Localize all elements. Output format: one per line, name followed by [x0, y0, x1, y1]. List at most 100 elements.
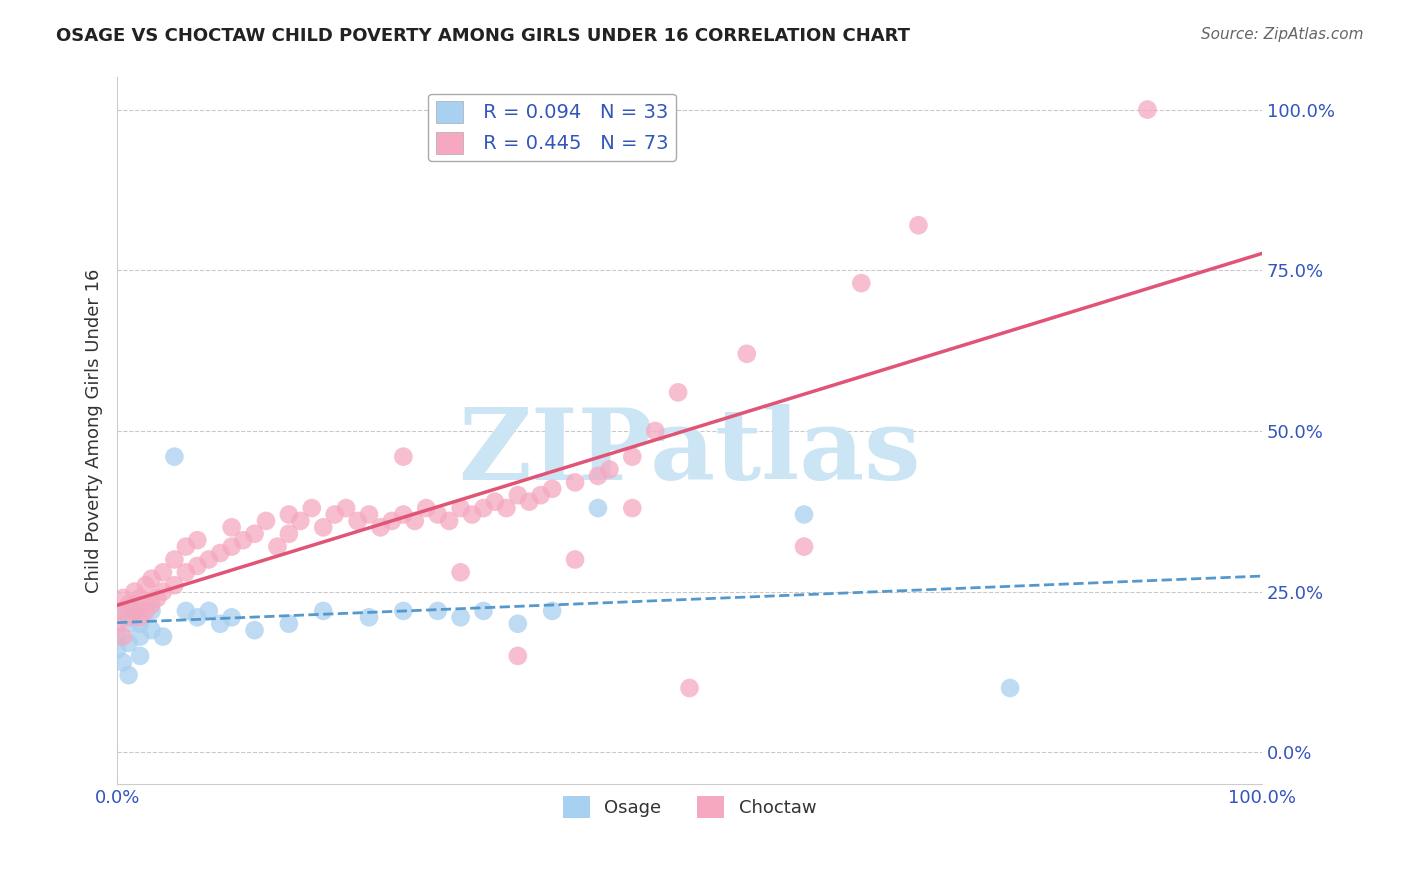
- Point: [117, 598, 139, 612]
- Point: [541, 604, 564, 618]
- Point: [105, 642, 128, 657]
- Legend: Osage, Choctaw: Osage, Choctaw: [555, 789, 824, 825]
- Point: [598, 462, 620, 476]
- Point: [564, 552, 586, 566]
- Point: [243, 623, 266, 637]
- Point: [152, 566, 174, 580]
- Point: [111, 656, 134, 670]
- Point: [124, 584, 146, 599]
- Point: [392, 604, 415, 618]
- Point: [450, 501, 472, 516]
- Point: [370, 520, 392, 534]
- Point: [146, 591, 169, 605]
- Point: [586, 501, 609, 516]
- Point: [404, 514, 426, 528]
- Point: [141, 623, 163, 637]
- Point: [666, 385, 689, 400]
- Point: [209, 546, 232, 560]
- Point: [221, 540, 243, 554]
- Point: [105, 604, 128, 618]
- Point: [357, 610, 380, 624]
- Text: ZIPatlas: ZIPatlas: [458, 404, 921, 500]
- Point: [232, 533, 254, 548]
- Point: [392, 450, 415, 464]
- Point: [472, 604, 495, 618]
- Point: [301, 501, 323, 516]
- Point: [586, 469, 609, 483]
- Point: [506, 616, 529, 631]
- Point: [1136, 103, 1159, 117]
- Point: [117, 668, 139, 682]
- Point: [541, 482, 564, 496]
- Point: [111, 630, 134, 644]
- Point: [152, 584, 174, 599]
- Point: [117, 636, 139, 650]
- Point: [678, 681, 700, 695]
- Point: [135, 604, 157, 618]
- Point: [117, 616, 139, 631]
- Point: [530, 488, 553, 502]
- Point: [450, 610, 472, 624]
- Point: [117, 610, 139, 624]
- Point: [998, 681, 1021, 695]
- Point: [221, 520, 243, 534]
- Point: [124, 604, 146, 618]
- Point: [323, 508, 346, 522]
- Point: [129, 591, 152, 605]
- Point: [243, 526, 266, 541]
- Point: [163, 552, 186, 566]
- Point: [793, 540, 815, 554]
- Point: [105, 630, 128, 644]
- Point: [437, 514, 460, 528]
- Point: [506, 648, 529, 663]
- Point: [277, 526, 299, 541]
- Point: [111, 604, 134, 618]
- Point: [907, 219, 929, 233]
- Point: [163, 578, 186, 592]
- Point: [357, 508, 380, 522]
- Point: [312, 604, 335, 618]
- Point: [152, 630, 174, 644]
- Point: [335, 501, 357, 516]
- Point: [381, 514, 404, 528]
- Point: [415, 501, 437, 516]
- Point: [346, 514, 368, 528]
- Point: [186, 533, 208, 548]
- Point: [129, 630, 152, 644]
- Point: [484, 494, 506, 508]
- Point: [174, 604, 197, 618]
- Point: [735, 347, 758, 361]
- Point: [461, 508, 484, 522]
- Point: [564, 475, 586, 490]
- Point: [105, 616, 128, 631]
- Point: [392, 508, 415, 522]
- Point: [221, 610, 243, 624]
- Y-axis label: Child Poverty Among Girls Under 16: Child Poverty Among Girls Under 16: [86, 268, 103, 593]
- Point: [209, 616, 232, 631]
- Point: [129, 616, 152, 631]
- Point: [186, 558, 208, 573]
- Text: OSAGE VS CHOCTAW CHILD POVERTY AMONG GIRLS UNDER 16 CORRELATION CHART: OSAGE VS CHOCTAW CHILD POVERTY AMONG GIR…: [56, 27, 910, 45]
- Point: [141, 598, 163, 612]
- Point: [197, 552, 219, 566]
- Point: [135, 578, 157, 592]
- Point: [124, 598, 146, 612]
- Point: [472, 501, 495, 516]
- Point: [111, 591, 134, 605]
- Point: [163, 450, 186, 464]
- Point: [517, 494, 540, 508]
- Point: [141, 572, 163, 586]
- Text: Source: ZipAtlas.com: Source: ZipAtlas.com: [1201, 27, 1364, 42]
- Point: [644, 424, 666, 438]
- Point: [851, 276, 873, 290]
- Point: [129, 610, 152, 624]
- Point: [129, 648, 152, 663]
- Point: [141, 604, 163, 618]
- Point: [186, 610, 208, 624]
- Point: [426, 508, 449, 522]
- Point: [174, 566, 197, 580]
- Point: [277, 616, 299, 631]
- Point: [290, 514, 312, 528]
- Point: [174, 540, 197, 554]
- Point: [793, 508, 815, 522]
